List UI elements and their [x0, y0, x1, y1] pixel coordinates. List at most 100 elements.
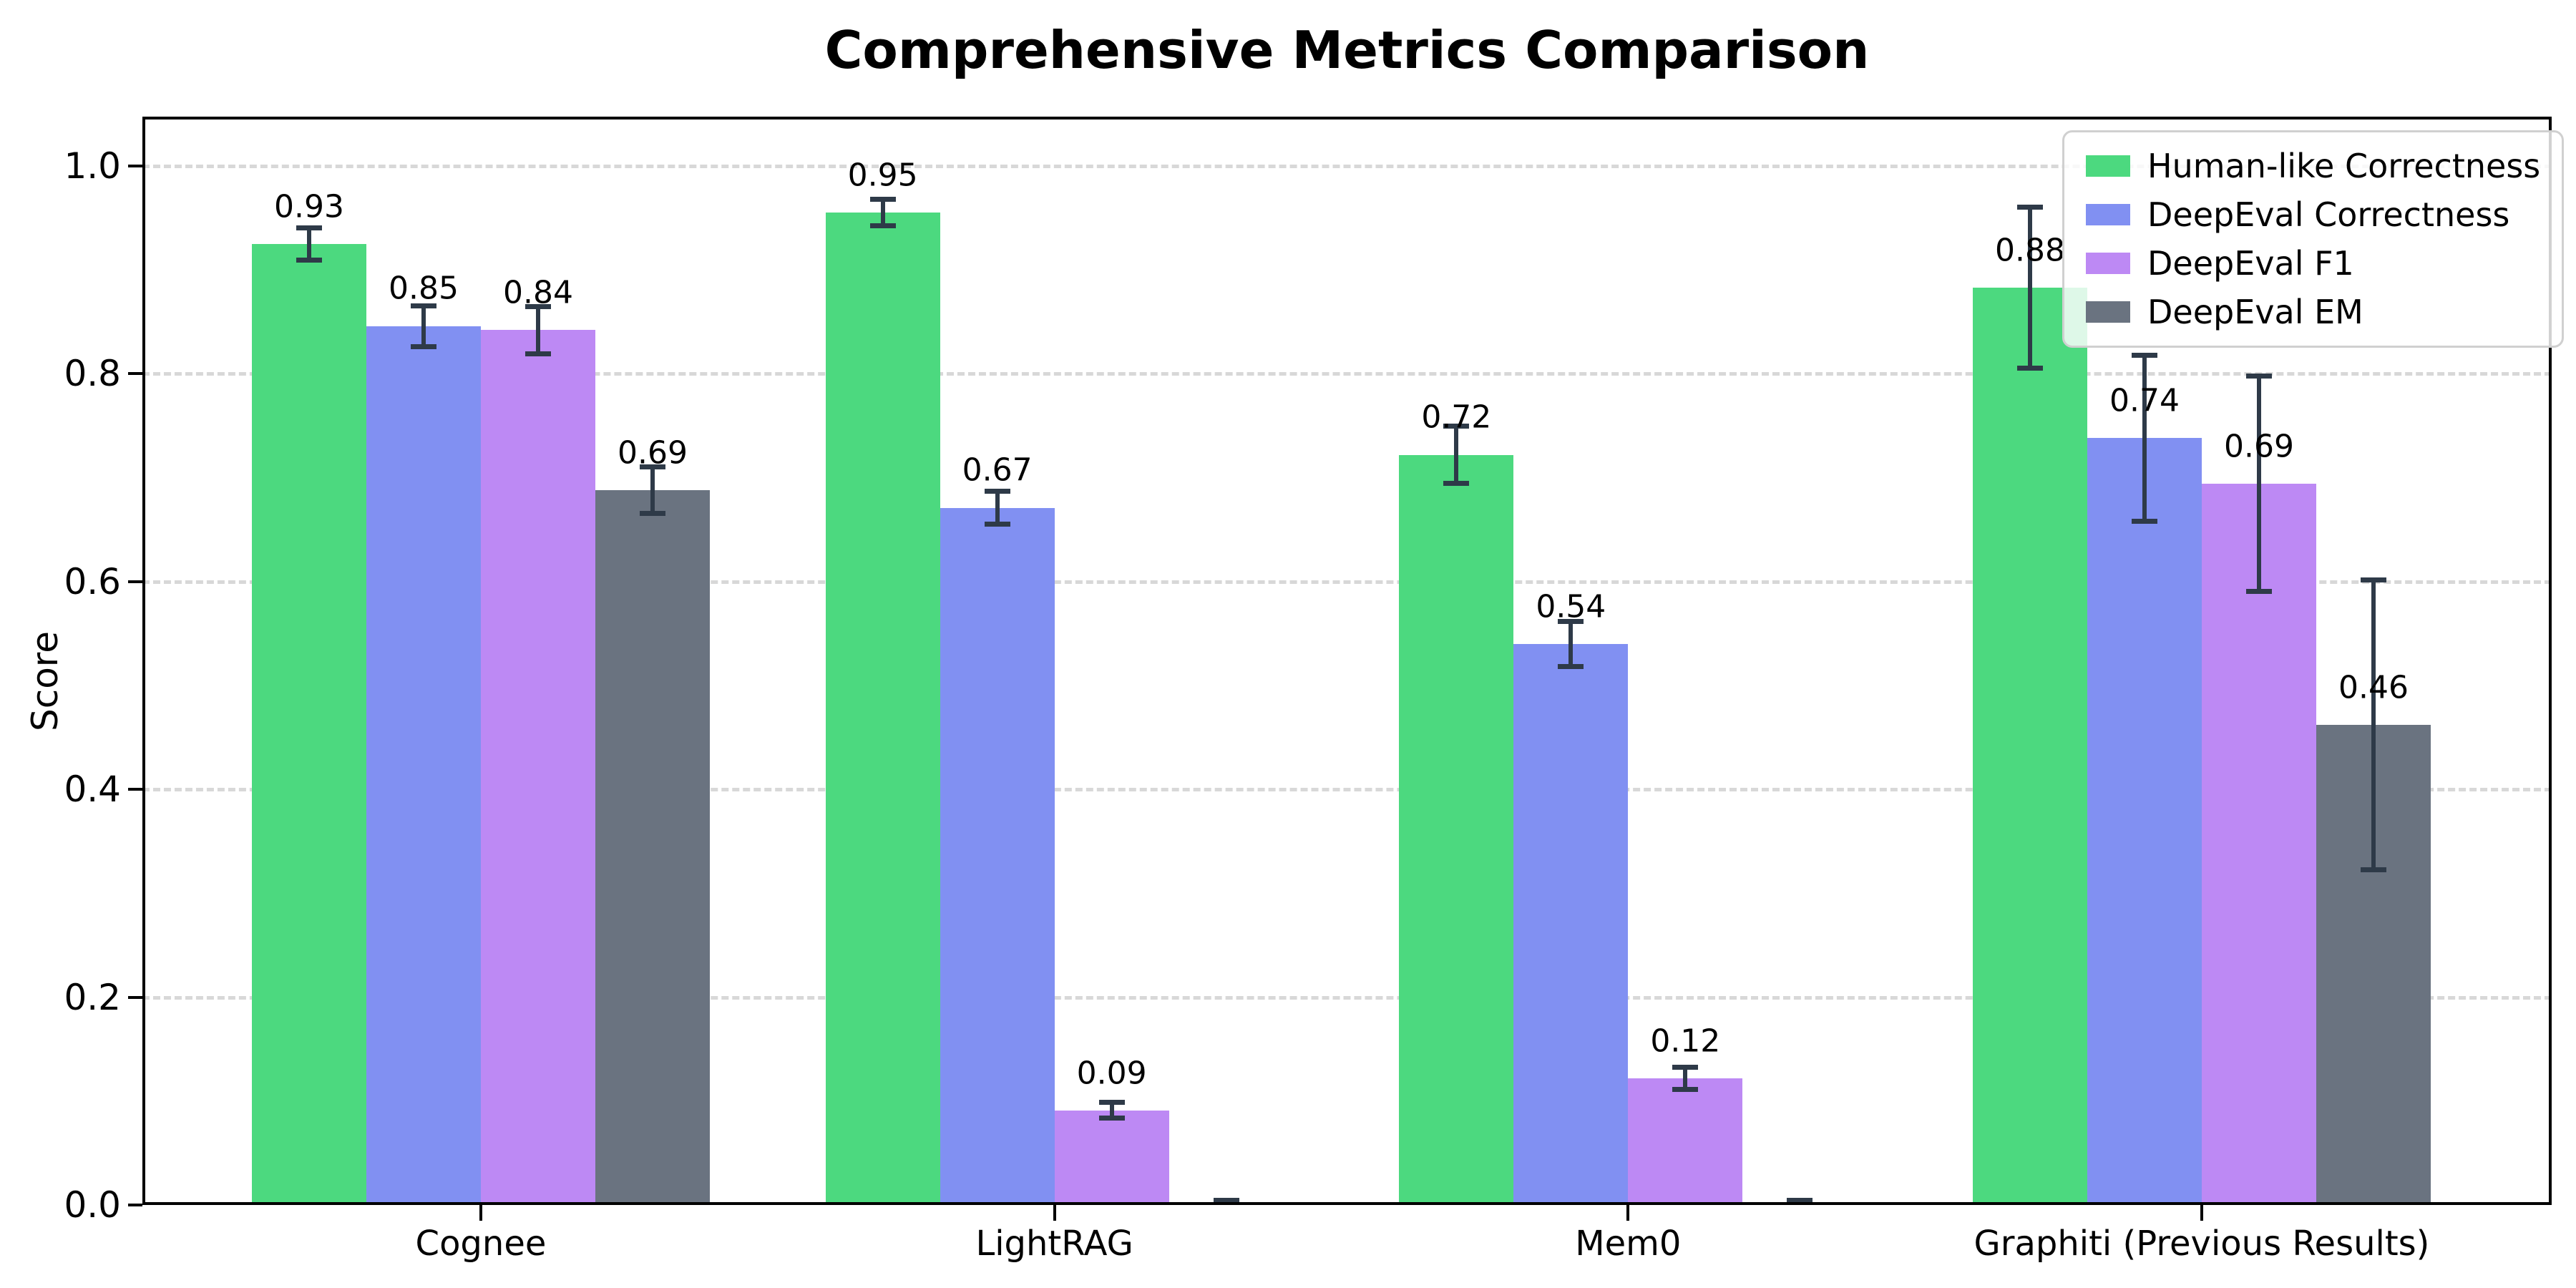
- y-axis-label: Score: [24, 630, 66, 732]
- error-bar: [1568, 620, 1574, 667]
- error-bar: [1683, 1066, 1688, 1090]
- error-bar-cap: [869, 197, 896, 203]
- legend-swatch: [2086, 253, 2130, 274]
- error-bar-cap: [1443, 481, 1470, 487]
- error-bar-cap: [296, 225, 322, 230]
- legend-swatch: [2086, 155, 2130, 177]
- error-bar-cap: [1558, 663, 1584, 669]
- error-bar-cap: [2131, 518, 2157, 524]
- y-tick-label: 0.6: [64, 560, 121, 602]
- bar-value-label: 0.84: [502, 274, 573, 311]
- bar-value-label: 0.72: [1421, 399, 1492, 436]
- error-bar: [2256, 376, 2261, 592]
- error-bar: [1109, 1102, 1114, 1119]
- y-tick-mark: [128, 165, 142, 167]
- error-bar-cap: [2245, 374, 2272, 379]
- bar-value-label: 0.85: [388, 270, 459, 307]
- x-tick-mark: [479, 1205, 482, 1221]
- y-tick-mark: [128, 1204, 142, 1206]
- bar-human-like-correctness: [252, 243, 366, 1202]
- bar-deepeval-f1: [481, 330, 595, 1202]
- legend-label: DeepEval EM: [2147, 293, 2363, 331]
- x-tick-label: Graphiti (Previous Results): [1974, 1224, 2430, 1264]
- error-bar: [421, 305, 426, 347]
- x-tick-label: LightRAG: [975, 1224, 1133, 1264]
- y-tick-mark: [128, 372, 142, 376]
- error-bar: [995, 491, 1000, 525]
- bar-value-label: 0.67: [962, 452, 1033, 489]
- error-bar-cap: [869, 223, 896, 229]
- bar-value-label: 0.69: [617, 434, 688, 472]
- error-bar-cap: [410, 343, 436, 349]
- bar-value-label: 0.46: [2338, 669, 2409, 706]
- bar-deepeval-correctness: [1513, 643, 1628, 1202]
- y-gridline: [142, 580, 2552, 584]
- error-bar-cap: [984, 521, 1010, 527]
- error-bar: [535, 306, 540, 354]
- legend-item: DeepEval Correctness: [2086, 195, 2540, 234]
- y-tick-label: 0.4: [64, 769, 121, 811]
- bar-value-label: 0.88: [1994, 232, 2065, 269]
- bar-value-label: 0.12: [1650, 1023, 1721, 1060]
- bar-deepeval-correctness: [366, 326, 481, 1202]
- x-tick-mark: [1053, 1205, 1056, 1221]
- legend: Human-like Correctness DeepEval Correctne…: [2062, 130, 2565, 348]
- error-bar-cap: [1787, 1199, 1813, 1204]
- x-tick-mark: [1626, 1205, 1630, 1221]
- error-bar-cap: [1098, 1116, 1125, 1121]
- legend-item: Human-like Correctness: [2086, 147, 2540, 185]
- error-bar-cap: [1213, 1199, 1239, 1204]
- error-bar-cap: [639, 511, 665, 517]
- bar-value-label: 0.69: [2223, 428, 2294, 465]
- error-bar: [650, 466, 655, 514]
- y-tick-mark: [128, 995, 142, 999]
- legend-label: DeepEval Correctness: [2147, 195, 2510, 234]
- legend-swatch: [2086, 204, 2130, 225]
- error-bar-cap: [2016, 366, 2043, 371]
- error-bar-cap: [1672, 1086, 1699, 1092]
- error-bar: [2371, 579, 2376, 871]
- y-tick-label: 0.8: [64, 353, 121, 395]
- y-tick-label: 1.0: [64, 145, 121, 187]
- error-bar: [2027, 206, 2032, 369]
- error-bar: [306, 227, 311, 261]
- legend-label: Human-like Correctness: [2147, 147, 2541, 185]
- bar-value-label: 0.93: [273, 188, 344, 225]
- error-bar-cap: [1098, 1100, 1125, 1106]
- bar-value-label: 0.54: [1536, 588, 1606, 625]
- error-bar-cap: [2131, 353, 2157, 358]
- error-bar: [880, 199, 885, 227]
- legend-item: DeepEval F1: [2086, 244, 2540, 283]
- bar-value-label: 0.95: [847, 157, 918, 194]
- error-bar-cap: [410, 303, 436, 308]
- error-bar-cap: [2360, 867, 2386, 873]
- x-tick-mark: [2200, 1205, 2203, 1221]
- y-gridline: [142, 372, 2552, 376]
- error-bar-cap: [296, 258, 322, 263]
- bar-human-like-correctness: [1973, 287, 2087, 1202]
- bar-deepeval-f1: [1628, 1078, 1742, 1202]
- y-gridline: [142, 995, 2552, 1000]
- bar-deepeval-correctness: [2087, 438, 2202, 1202]
- bar-deepeval-f1: [1055, 1110, 1169, 1202]
- error-bar-cap: [1672, 1064, 1699, 1070]
- y-tick-label: 0.2: [64, 976, 121, 1018]
- chart-title: Comprehensive Metrics Comparison: [824, 20, 1870, 80]
- error-bar-cap: [639, 464, 665, 469]
- y-tick-mark: [128, 788, 142, 791]
- y-tick-mark: [128, 580, 142, 583]
- error-bar: [2142, 355, 2147, 522]
- bar-value-label: 0.09: [1076, 1055, 1147, 1092]
- error-bar-cap: [984, 489, 1010, 494]
- error-bar-cap: [525, 351, 551, 356]
- x-tick-label: Mem0: [1575, 1224, 1682, 1264]
- bar-deepeval-em: [595, 490, 710, 1202]
- error-bar-cap: [525, 304, 551, 310]
- error-bar-cap: [1443, 424, 1470, 429]
- y-gridline: [142, 788, 2552, 792]
- legend-label: DeepEval F1: [2147, 244, 2354, 283]
- error-bar-cap: [2016, 204, 2043, 210]
- error-bar: [1454, 426, 1459, 484]
- bar-value-label: 0.74: [2109, 382, 2180, 419]
